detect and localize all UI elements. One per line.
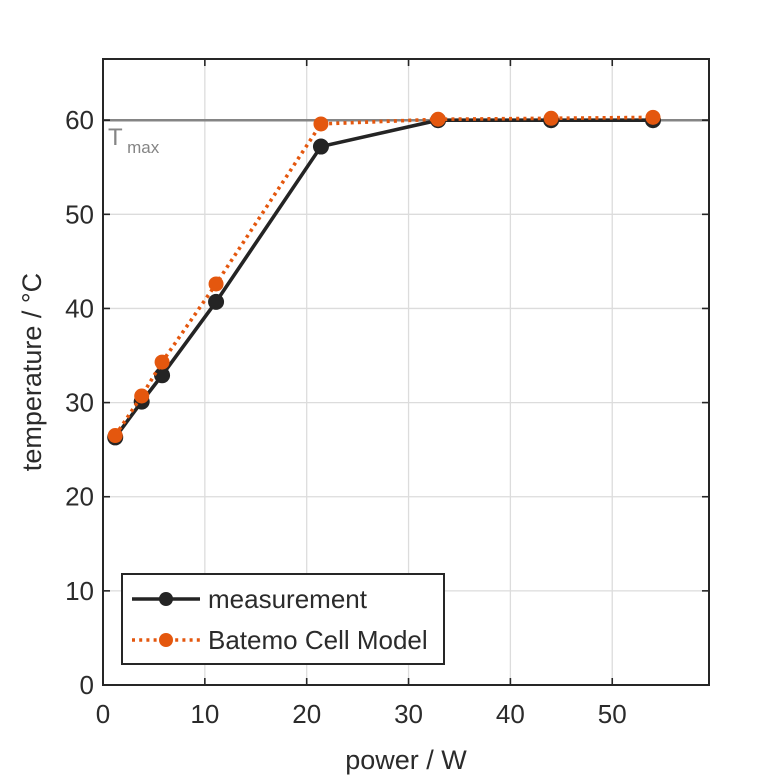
- data-series-layer: [107, 109, 661, 446]
- legend-marker-batemo-cell-model: [159, 633, 173, 647]
- y-tick-label: 20: [65, 482, 94, 512]
- legend-label-measurement: measurement: [208, 584, 368, 614]
- y-tick-label: 60: [65, 105, 94, 135]
- x-tick-label: 50: [598, 699, 627, 729]
- y-tick-label: 50: [65, 199, 94, 229]
- legend-box: [121, 573, 445, 665]
- data-point-batemo-cell-model: [645, 109, 661, 125]
- series-line-batemo-cell-model: [113, 115, 653, 437]
- data-point-batemo-cell-model: [313, 116, 329, 132]
- y-tick-label: 40: [65, 293, 94, 323]
- tick-labels: 0 10 20 30 40 50 0 10 20 30 40 50 60: [65, 105, 627, 729]
- y-tick-label: 0: [80, 670, 94, 700]
- data-point-batemo-cell-model: [154, 354, 170, 370]
- tmax-label-main: T: [108, 124, 123, 151]
- x-axis-label: power / W: [345, 745, 467, 775]
- data-point-batemo-cell-model: [430, 111, 446, 127]
- y-tick-label: 10: [65, 576, 94, 606]
- data-point-measurement: [208, 293, 225, 310]
- x-tick-label: 0: [96, 699, 110, 729]
- tmax-annotation-label: T max: [108, 124, 160, 157]
- data-point-measurement: [312, 138, 329, 155]
- data-point-batemo-cell-model: [134, 388, 150, 404]
- x-tick-label: 20: [292, 699, 321, 729]
- data-point-batemo-cell-model: [208, 276, 224, 292]
- x-tick-label: 30: [394, 699, 423, 729]
- legend-marker-measurement: [159, 592, 173, 606]
- data-point-batemo-cell-model: [543, 110, 559, 126]
- x-tick-label: 10: [190, 699, 219, 729]
- axes-and-ticks: [102, 58, 710, 686]
- y-axis-label: temperature / °C: [17, 273, 47, 471]
- data-point-batemo-cell-model: [107, 428, 123, 444]
- series-line-measurement: [113, 118, 653, 439]
- tmax-label-subscript: max: [127, 138, 160, 157]
- y-tick-label: 30: [65, 388, 94, 418]
- plot-border: [102, 58, 710, 686]
- legend-label-batemo-cell-model: Batemo Cell Model: [208, 625, 428, 655]
- legend: measurement Batemo Cell Model: [121, 573, 445, 665]
- x-tick-label: 40: [496, 699, 525, 729]
- data-point-measurement: [154, 367, 171, 384]
